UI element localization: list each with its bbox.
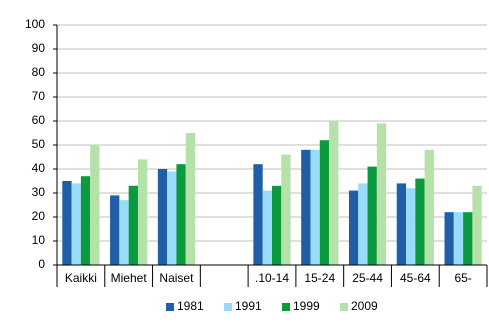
x-tick-label: .10-14 [255,271,289,285]
legend-swatch [166,303,174,311]
legend-label: 1981 [177,299,204,313]
x-tick-label: 45-64 [400,271,431,285]
legend-swatch [340,303,348,311]
bar [367,166,377,265]
bar [176,164,186,265]
bar [424,149,434,265]
y-tick-label: 20 [32,209,46,223]
bar [376,123,387,266]
legend-swatch [224,303,232,311]
bar [137,159,148,265]
bar [185,133,196,265]
bar [472,185,482,265]
bar [262,190,272,265]
y-tick-label: 80 [32,65,46,79]
x-tick-label: Kaikki [65,271,97,285]
legend-label: 1999 [293,299,320,313]
bar [272,185,282,265]
x-tick-label: 25-44 [352,271,383,285]
legend-label: 2009 [351,299,378,313]
x-tick-label: 65- [454,271,471,285]
y-tick-label: 100 [25,17,45,31]
bar [253,164,263,265]
y-tick-label: 0 [38,257,45,271]
bar [157,169,168,265]
bar [415,178,425,265]
bar [310,149,320,265]
bar [358,183,368,265]
bar [348,190,359,265]
bar [301,149,311,265]
bar [167,171,177,265]
bar [80,176,91,265]
bar [62,181,72,265]
y-tick-label: 30 [32,185,46,199]
bar [110,195,120,265]
bar [396,183,407,265]
bar [119,200,129,265]
x-tick-label: Naiset [159,271,194,285]
bar [444,212,454,265]
bar [319,140,330,265]
bar [406,188,416,265]
bar [453,212,464,265]
y-tick-label: 50 [32,137,46,151]
legend-label: 1991 [235,299,262,313]
bar [329,121,339,265]
legend-swatch [282,303,290,311]
bar [128,185,138,265]
y-tick-label: 90 [32,41,46,55]
bar [90,145,100,265]
y-tick-label: 40 [32,161,46,175]
bar [281,154,291,265]
x-tick-label: 15-24 [304,271,335,285]
y-tick-label: 70 [32,89,46,103]
y-tick-label: 10 [32,233,46,247]
bar [463,212,473,265]
x-tick-label: Miehet [111,271,148,285]
y-tick-label: 60 [32,113,46,127]
bar [71,183,81,265]
